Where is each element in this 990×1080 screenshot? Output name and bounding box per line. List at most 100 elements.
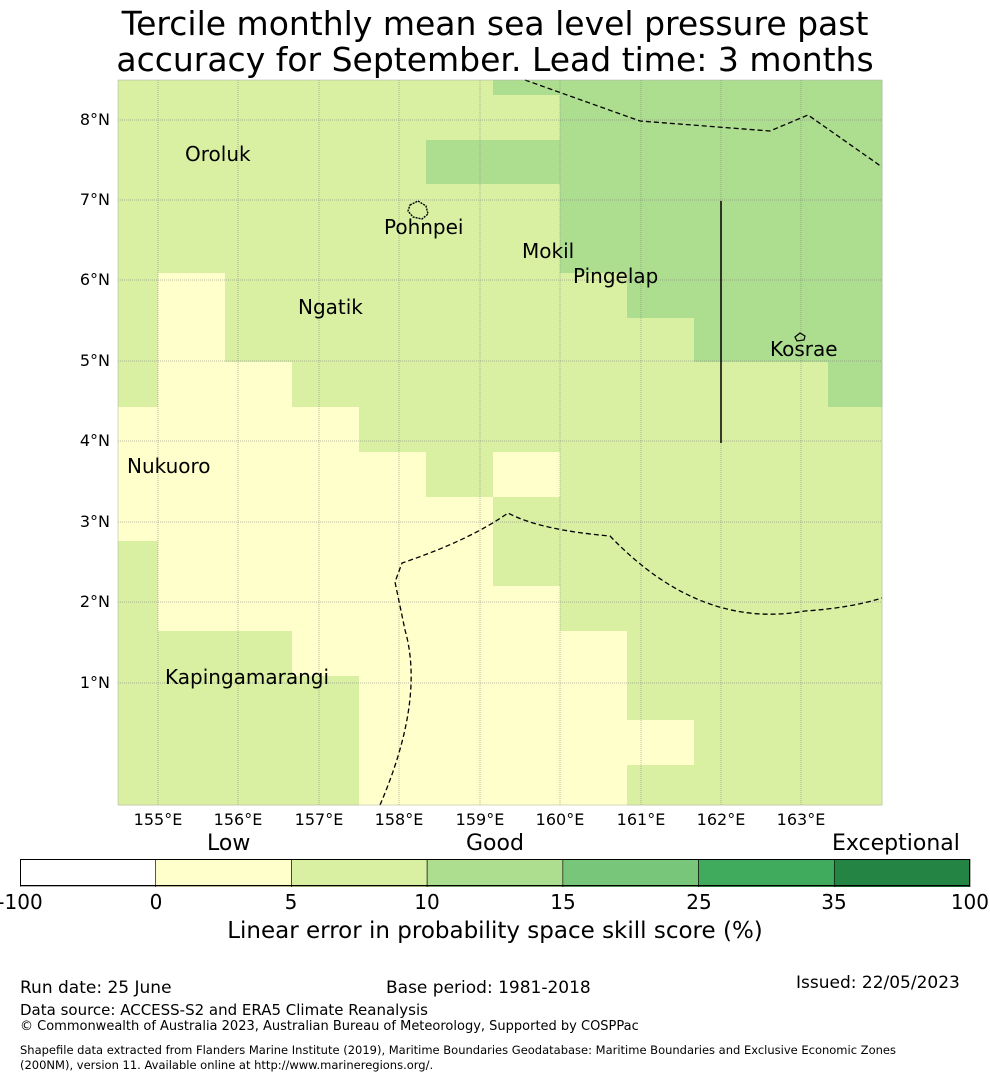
skill-cell: [761, 362, 829, 408]
skill-cell: [359, 318, 427, 363]
shapefile-credit-line-1: Shapefile data extracted from Flanders M…: [20, 1043, 896, 1057]
place-label-nukuoro: Nukuoro: [127, 454, 211, 478]
skill-cell: [118, 631, 159, 677]
skill-map: [117, 79, 883, 806]
skill-cell: [158, 407, 226, 453]
skill-cell: [828, 586, 883, 632]
skill-cell: [560, 452, 628, 498]
skill-cell: [694, 541, 762, 587]
colorbar-category-low: Low: [207, 831, 251, 856]
skill-cell: [694, 765, 762, 806]
skill-cell: [225, 631, 293, 677]
skill-cell: [627, 229, 695, 274]
skill-cell: [493, 631, 561, 677]
place-label-mokil: Mokil: [522, 239, 575, 263]
skill-cell: [627, 273, 695, 319]
skill-cell: [627, 95, 695, 141]
skill-cell: [694, 95, 762, 141]
skill-cell: [292, 273, 360, 319]
colorbar-segments: [20, 859, 971, 887]
skill-cell: [560, 318, 628, 363]
chart-title: Tercile monthly mean sea level pressure …: [0, 6, 990, 78]
data-source: Data source: ACCESS-S2 and ERA5 Climate …: [20, 1001, 428, 1019]
skill-cell: [225, 140, 293, 185]
skill-cell: [828, 184, 883, 230]
skill-cell: [627, 140, 695, 185]
place-label-pohnpei: Pohnpei: [384, 215, 464, 239]
skill-cell: [761, 407, 829, 453]
skill-cell: [158, 497, 226, 542]
skill-cell: [426, 497, 494, 542]
skill-cell: [158, 720, 226, 766]
skill-cell: [359, 229, 427, 274]
skill-cell: [560, 407, 628, 453]
skill-cell: [225, 720, 293, 766]
skill-cell: [493, 676, 561, 721]
skill-cell: [158, 95, 226, 141]
pohnpei-island-shape: [407, 200, 429, 220]
skill-cell: [426, 676, 494, 721]
place-label-kosrae: Kosrae: [770, 337, 838, 361]
skill-cell: [627, 765, 695, 806]
skill-cell: [560, 720, 628, 766]
skill-cell: [158, 541, 226, 587]
skill-cell: [426, 765, 494, 806]
skill-cell: [761, 229, 829, 274]
lat-label-5n: 5°N: [79, 351, 110, 370]
skill-cell: [225, 497, 293, 542]
skill-cell: [426, 407, 494, 453]
lon-label-158e: 158°E: [374, 810, 424, 829]
skill-cell: [493, 273, 561, 319]
skill-cell: [292, 631, 360, 677]
skill-cell: [560, 273, 628, 319]
skill-cell: [225, 318, 293, 363]
skill-cell: [158, 318, 226, 363]
skill-cell: [761, 95, 829, 141]
lat-label-7n: 7°N: [79, 190, 110, 209]
skill-cell: [761, 586, 829, 632]
skill-cell: [118, 80, 159, 96]
skill-cell: [426, 140, 494, 185]
skill-cell: [694, 676, 762, 721]
skill-cell: [828, 229, 883, 274]
skill-cell: [694, 184, 762, 230]
skill-cell: [292, 720, 360, 766]
skill-cell: [225, 765, 293, 806]
lon-label-159e: 159°E: [455, 810, 505, 829]
skill-cell: [627, 407, 695, 453]
lat-lon-gridlines: [118, 80, 882, 805]
skill-cell: [359, 720, 427, 766]
skill-cell: [292, 184, 360, 230]
skill-cell: [292, 407, 360, 453]
skill-cell: [627, 318, 695, 363]
skill-cell: [627, 184, 695, 230]
skill-cell: [359, 184, 427, 230]
skill-cell: [225, 362, 293, 408]
skill-cell: [560, 497, 628, 542]
skill-cell: [560, 586, 628, 632]
skill-cell: [560, 631, 628, 677]
skill-cell: [292, 765, 360, 806]
skill-cell: [761, 497, 829, 542]
skill-cell: [694, 720, 762, 766]
colorbar-category-good: Good: [466, 831, 524, 856]
skill-cell: [158, 765, 226, 806]
skill-cell: [761, 80, 829, 96]
colorbar-tick: 0: [149, 890, 163, 914]
colorbar-label: Linear error in probability space skill …: [227, 918, 763, 944]
skill-cell: [828, 407, 883, 453]
skill-grid-cells: [118, 80, 883, 806]
skill-cell: [694, 80, 762, 96]
skill-cell: [359, 676, 427, 721]
place-label-kapingamarangi: Kapingamarangi: [165, 665, 330, 689]
place-label-ngatik: Ngatik: [298, 295, 363, 319]
skill-cell: [225, 184, 293, 230]
skill-cell: [627, 676, 695, 721]
skill-cell: [426, 720, 494, 766]
shapefile-credit-line-2: (200NM), version 11. Available online at…: [20, 1058, 434, 1072]
title-line-2: accuracy for September. Lead time: 3 mon…: [116, 40, 874, 79]
skill-cell: [426, 586, 494, 632]
skill-cell: [761, 541, 829, 587]
colorbar-tick: 35: [821, 890, 847, 914]
skill-cell: [426, 184, 494, 230]
